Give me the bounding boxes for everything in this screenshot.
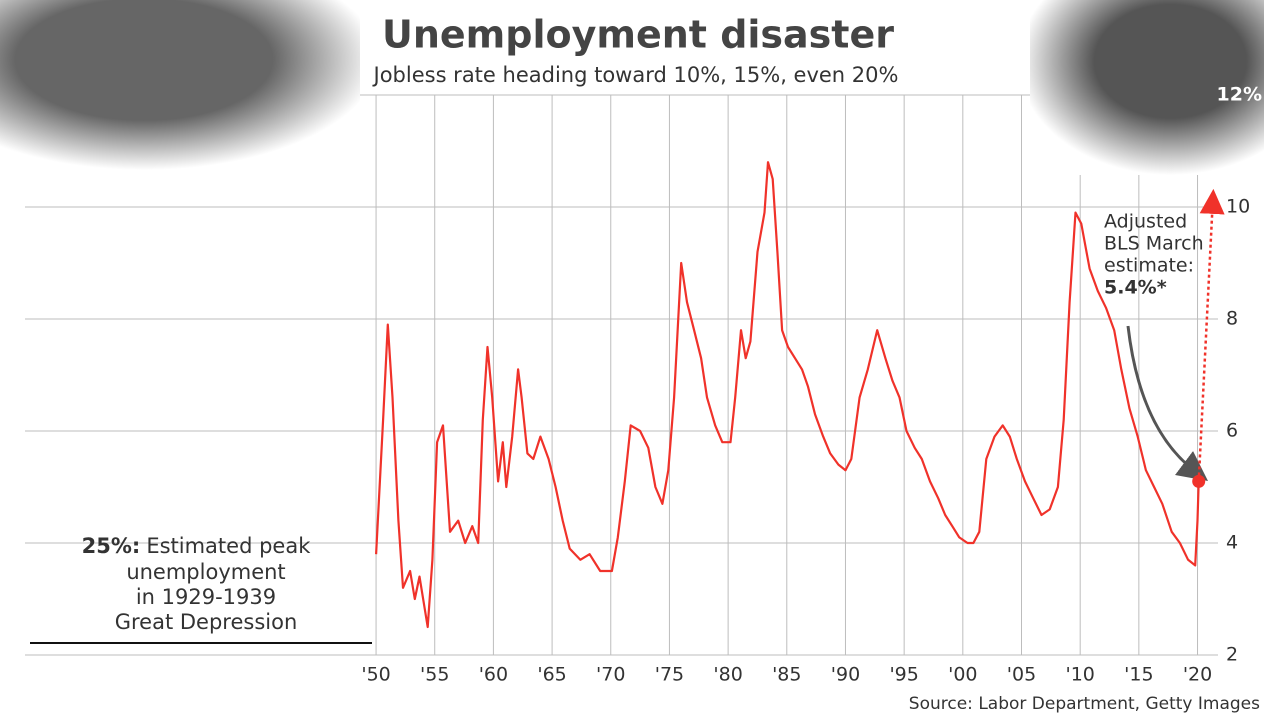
y-tick-label: 12% — [1217, 84, 1262, 106]
series-line — [375, 161, 1200, 629]
source: Source: Labor Department, Getty Images — [909, 694, 1260, 714]
x-tick-label: '60 — [479, 664, 508, 686]
depression-label: 25%: Estimated peak — [82, 534, 312, 558]
x-tick-label: '00 — [948, 664, 977, 686]
x-tick-label: '65 — [537, 664, 566, 686]
projection-line — [1197, 188, 1225, 482]
depression-label: Great Depression — [115, 610, 298, 634]
estimate-arrow — [1126, 325, 1208, 482]
plot — [375, 161, 1225, 629]
photo-job-seekers — [0, 0, 360, 170]
x-tick-label: '85 — [772, 664, 801, 686]
x-tick-label: '95 — [889, 664, 918, 686]
x-tick-label: '75 — [655, 664, 684, 686]
x-tick-label: '80 — [713, 664, 742, 686]
estimate-label: estimate: — [1104, 255, 1194, 277]
depression-label: in 1929-1939 — [136, 585, 276, 609]
y-tick-label: 2 — [1226, 644, 1238, 666]
x-tick-label: '90 — [831, 664, 860, 686]
x-tick-label: '50 — [361, 664, 390, 686]
x-tick-label: '55 — [420, 664, 449, 686]
x-tick-label: '10 — [1065, 664, 1094, 686]
y-tick-label: 10 — [1226, 196, 1250, 218]
photo-masked-woman — [1030, 0, 1264, 175]
estimate-value: 5.4%* — [1104, 277, 1167, 299]
y-tick-label: 4 — [1226, 532, 1238, 554]
chart-subtitle: Jobless rate heading toward 10%, 15%, ev… — [372, 63, 899, 87]
y-tick-label: 6 — [1226, 420, 1238, 442]
estimate-label: Adjusted — [1104, 211, 1187, 233]
depression-text: Estimated peak — [146, 534, 311, 558]
x-tick-label: '05 — [1007, 664, 1036, 686]
x-tick-label: '15 — [1124, 664, 1153, 686]
depression-value: 25%: — [82, 534, 141, 558]
y-tick-label: 8 — [1226, 308, 1238, 330]
x-tick-label: '20 — [1183, 664, 1212, 686]
x-tick-label: '70 — [596, 664, 625, 686]
depression-label: unemployment — [126, 560, 285, 584]
chart-title: Unemployment disaster — [382, 13, 894, 57]
estimate-label: BLS March — [1104, 233, 1204, 255]
